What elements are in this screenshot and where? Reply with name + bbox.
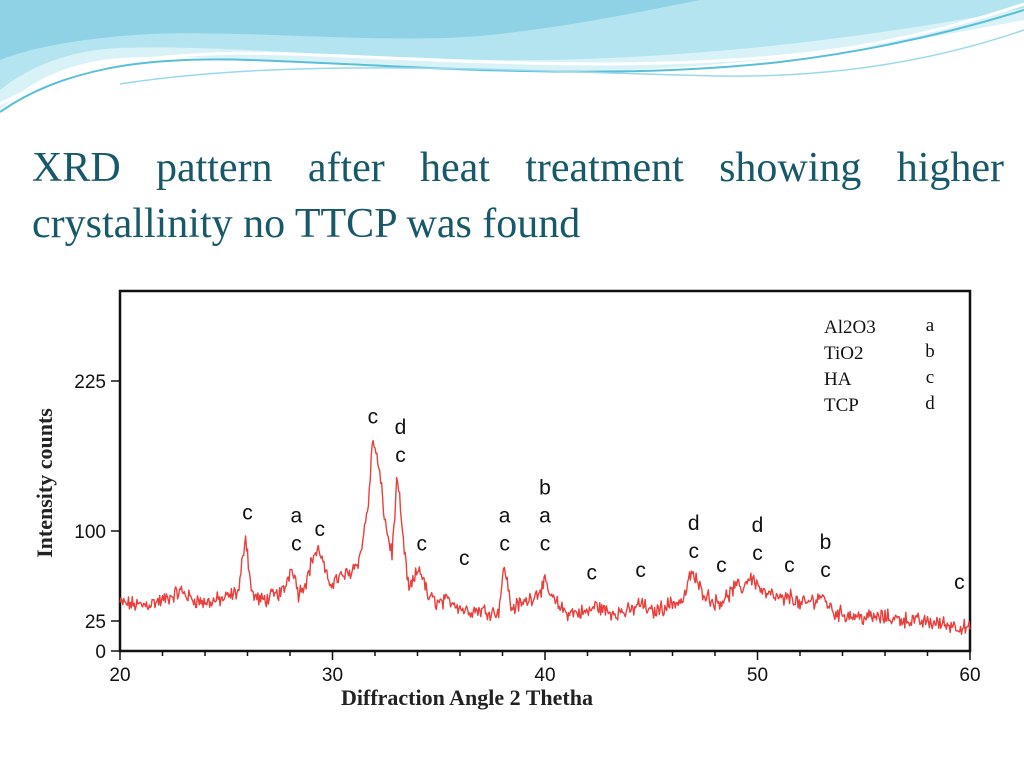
x-tick-label: 30 [322,665,343,686]
x-tick-label: 60 [959,665,980,686]
x-axis: 20 30 40 50 60 [109,651,981,686]
peak-label: c [635,559,646,582]
x-tick-label: 20 [109,665,130,686]
y-tick-label: 25 [85,612,106,633]
peak-label: c [820,559,831,582]
peak-label: d [688,512,700,535]
peak-label: c [587,561,598,584]
peak-label: a [539,505,551,528]
peak-label: c [499,533,510,556]
x-tick-label: 40 [534,665,555,686]
peak-label: c [291,533,302,556]
peak-label: c [417,533,428,556]
peak-label: c [368,405,379,428]
xrd-series-line [119,439,971,635]
y-tick-label: 100 [74,522,106,543]
y-axis: 0 25 100 225 [74,372,120,663]
legend-phase: HA [824,369,852,390]
legend-letter: c [926,367,934,388]
legend-letter: d [925,393,935,414]
x-axis-title: Diffraction Angle 2 Thetha [341,685,593,710]
chart-legend: Al2O3 a TiO2 b HA c TCP d [824,315,935,416]
header-wave-decoration [0,0,1024,113]
peak-label: c [689,540,700,563]
peak-label: b [539,477,551,500]
legend-phase: Al2O3 [824,317,876,338]
header-wave-swoosh-2 [0,2,1024,106]
peak-label: c [242,501,253,524]
slide-title: XRD pattern after heat treatment showing… [32,145,1004,247]
peak-label: c [784,554,795,577]
peak-label: b [820,531,832,554]
peak-label: c [716,554,727,577]
peak-label: c [459,547,470,570]
y-axis-title: Intensity counts [32,408,57,558]
peak-label: c [954,571,965,594]
legend-letter: b [925,341,935,362]
peak-label: d [752,514,764,537]
legend-phase: TCP [824,395,859,416]
header-wave-front [0,0,700,60]
peak-label: d [395,416,407,439]
legend-letter: a [926,315,935,336]
peak-label: a [499,505,511,528]
peak-label: a [291,505,303,528]
header-wave-swoosh-3 [119,29,1024,85]
peak-label: c [395,444,406,467]
peak-label: c [540,533,551,556]
y-tick-label: 0 [95,642,106,663]
legend-phase: TiO2 [824,343,863,364]
peak-label: c [315,518,326,541]
y-tick-label: 225 [74,372,106,393]
peak-label: c [752,542,763,565]
x-tick-label: 50 [747,665,768,686]
